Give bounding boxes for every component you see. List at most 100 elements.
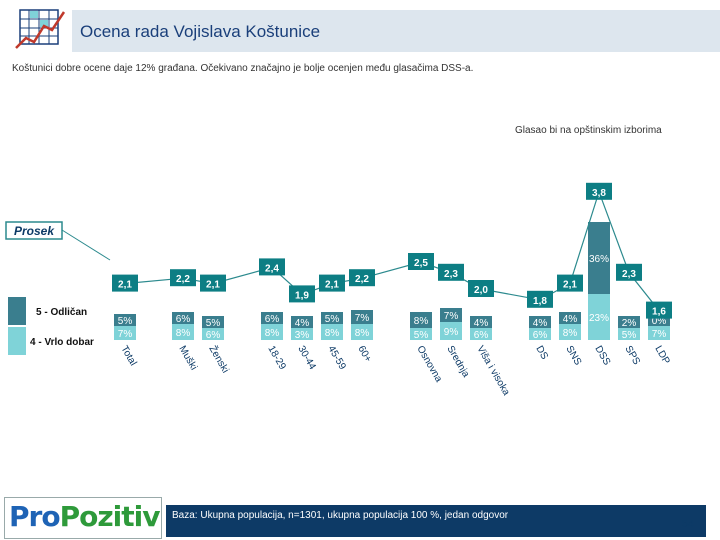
legend-label-odlican: 5 - Odličan (36, 307, 87, 318)
data-label-vrlo-dobar: 9% (444, 327, 459, 338)
data-label-vrlo-dobar: 8% (265, 328, 280, 339)
group-label: Glasao bi na opštinskim izborima (515, 125, 662, 136)
category-tick-label: 30-44 (295, 344, 318, 372)
average-line (124, 189, 660, 311)
bar-vrlo-dobar (440, 322, 462, 340)
bar-vrlo-dobar (410, 328, 432, 340)
average-badge (170, 269, 196, 287)
data-label-odlican: 36% (589, 254, 609, 265)
bar-vrlo-dobar (351, 324, 373, 340)
bar-odlican (440, 308, 462, 322)
category-tick-label: DSS (592, 344, 612, 368)
category-tick-label: Osnovna (414, 344, 444, 385)
bar-vrlo-dobar (470, 328, 492, 340)
average-value-label: 2,5 (414, 258, 428, 269)
average-value-label: 2,1 (118, 280, 132, 291)
bar-vrlo-dobar (648, 326, 670, 340)
legend-swatch-vrlo-dobar (8, 327, 26, 355)
data-label-odlican: 5% (118, 316, 133, 327)
legend-label-vrlo-dobar: 4 - Vrlo dobar (30, 337, 94, 348)
header-band (72, 10, 720, 52)
average-value-label: 1,8 (533, 296, 547, 307)
bar-odlican (529, 316, 551, 328)
data-label-odlican: 2% (622, 318, 637, 329)
average-badge (468, 280, 494, 297)
data-label-odlican: 4% (295, 318, 310, 329)
data-label-vrlo-dobar: 6% (533, 330, 548, 341)
data-label-vrlo-dobar: 6% (206, 330, 221, 341)
data-label-vrlo-dobar: 3% (295, 330, 310, 341)
data-label-odlican: 7% (444, 311, 459, 322)
data-label-odlican: 4% (474, 318, 489, 329)
category-tick-label: Muški (176, 344, 199, 372)
category-tick-label: SPS (622, 344, 642, 367)
bar-odlican (559, 312, 581, 324)
bar-vrlo-dobar (291, 328, 313, 340)
data-label-vrlo-dobar: 5% (622, 330, 637, 341)
average-badge (616, 263, 642, 281)
average-value-label: 2,3 (444, 269, 458, 280)
average-value-label: 2,3 (622, 269, 636, 280)
propozitiv-logo: ProPozitiv (4, 497, 162, 539)
bar-vrlo-dobar (172, 324, 194, 340)
data-label-odlican: 5% (206, 318, 221, 329)
bar-vrlo-dobar (321, 324, 343, 340)
data-label-vrlo-dobar: 7% (652, 329, 667, 340)
data-label-odlican: 4% (533, 318, 548, 329)
bar-odlican (351, 310, 373, 324)
average-value-label: 2,1 (325, 280, 339, 291)
average-value-label: 3,8 (592, 188, 606, 199)
category-tick-label: Total (118, 344, 138, 368)
average-badge (586, 182, 612, 200)
data-label-vrlo-dobar: 6% (474, 330, 489, 341)
bar-odlican (321, 312, 343, 324)
data-label-odlican: 4% (563, 314, 578, 325)
category-tick-label: 18-29 (265, 344, 288, 372)
data-label-vrlo-dobar: 5% (414, 330, 429, 341)
average-badge (259, 258, 285, 276)
bar-odlican (202, 316, 224, 328)
bar-vrlo-dobar (559, 324, 581, 340)
bar-odlican (114, 314, 136, 326)
bar-vrlo-dobar (114, 326, 136, 340)
average-value-label: 1,6 (652, 307, 666, 318)
data-label-odlican: 6% (265, 314, 280, 325)
bar-odlican (172, 312, 194, 324)
bar-odlican (291, 316, 313, 328)
legend-swatch-odlican (8, 297, 26, 325)
category-tick-label: SNS (563, 344, 583, 368)
data-label-vrlo-dobar: 7% (118, 329, 133, 340)
footer-band (166, 505, 706, 537)
bar-vrlo-dobar (529, 328, 551, 340)
chart-logo-icon (15, 9, 66, 49)
average-label-pointer (61, 229, 111, 261)
page-number: 54 (682, 518, 695, 530)
category-tick-label: 45-59 (325, 344, 348, 372)
data-label-odlican: 8% (414, 316, 429, 327)
average-value-label: 2,0 (474, 285, 488, 296)
bar-odlican (261, 312, 283, 324)
category-tick-label: DS (533, 344, 550, 362)
category-tick-label: Srednja (444, 344, 471, 380)
bar-vrlo-dobar (202, 328, 224, 340)
category-tick-label: LDP (652, 344, 671, 367)
bar-vrlo-dobar (588, 294, 610, 340)
data-label-vrlo-dobar: 23% (589, 313, 609, 324)
bar-odlican (470, 316, 492, 328)
average-badge (438, 263, 464, 281)
average-label: Prosek (14, 224, 55, 238)
data-label-vrlo-dobar: 8% (325, 328, 340, 339)
average-value-label: 2,1 (563, 280, 577, 291)
bar-vrlo-dobar (618, 328, 640, 340)
data-label-vrlo-dobar: 8% (176, 328, 191, 339)
category-tick-label: 60+ (355, 344, 373, 364)
bar-vrlo-dobar (261, 324, 283, 340)
average-badge (408, 253, 434, 270)
bar-odlican (588, 222, 610, 294)
data-label-vrlo-dobar: 8% (355, 328, 370, 339)
average-badge (557, 274, 583, 292)
average-value-label: 2,1 (206, 280, 220, 291)
average-badge (646, 301, 672, 319)
average-value-label: 2,2 (355, 274, 369, 285)
logo-text-pro: Pro (9, 500, 61, 533)
